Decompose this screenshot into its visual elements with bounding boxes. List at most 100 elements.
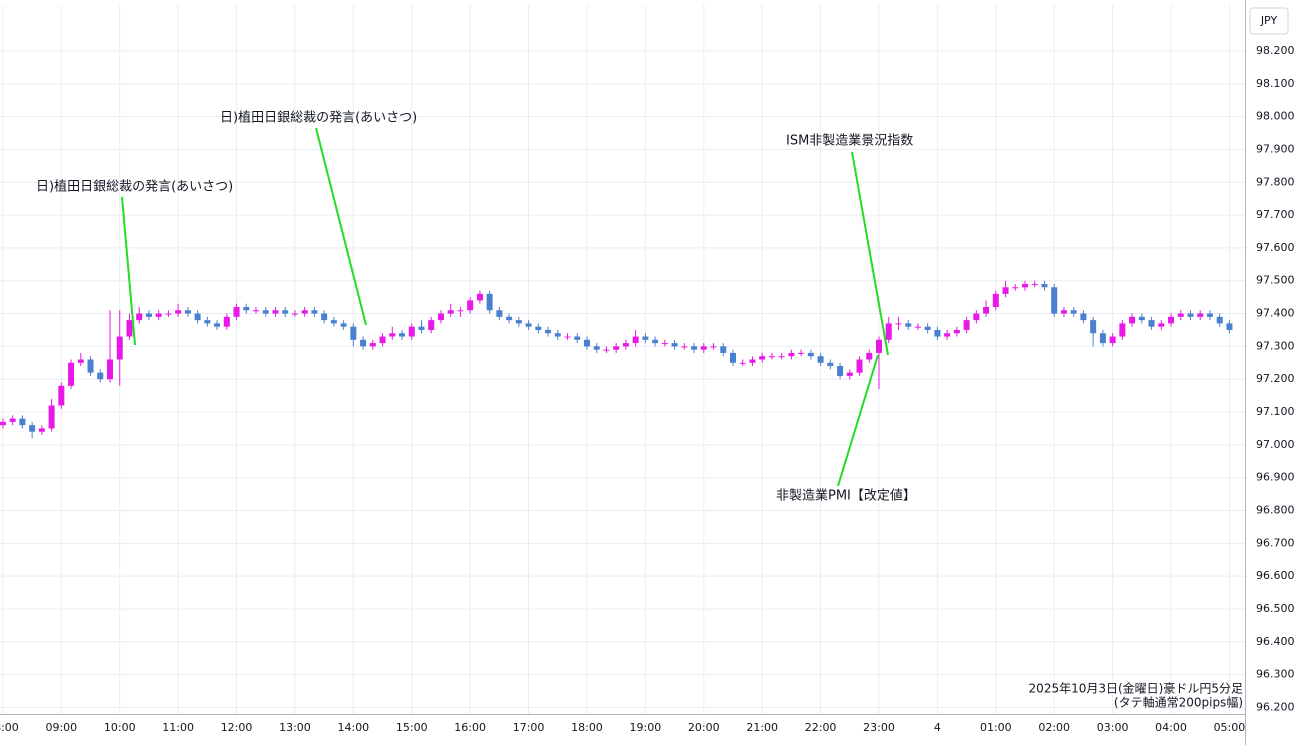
candle-body (564, 336, 571, 338)
x-tick-label: 04:00 (1155, 721, 1187, 734)
candle-body (992, 293, 999, 307)
candle-body (1197, 313, 1204, 317)
y-tick-label: 96.600 (1256, 569, 1295, 582)
candle-body (914, 326, 921, 328)
candle-body (1099, 333, 1106, 344)
candle-body (1216, 316, 1223, 324)
x-tick-label: 17:00 (513, 721, 545, 734)
candle-body (1206, 313, 1213, 317)
candles (0, 280, 1233, 439)
candle-body (681, 346, 688, 348)
candle-body (9, 418, 16, 422)
y-tick-label: 98.200 (1256, 44, 1295, 57)
x-tick-label: 12:00 (221, 721, 253, 734)
footnote: (タテ軸通常200pips幅) (1114, 695, 1243, 710)
candle-body (136, 313, 143, 321)
candle-body (652, 339, 659, 344)
candle-body (0, 421, 6, 426)
candle-body (1060, 310, 1067, 314)
candle-body (515, 320, 522, 324)
annotation: 日)植田日銀総裁の発言(あいさつ) (220, 110, 417, 126)
candle-body (19, 418, 26, 426)
y-tick-label: 98.000 (1256, 110, 1295, 123)
candle-body (895, 323, 902, 325)
y-tick-label: 96.700 (1256, 536, 1295, 549)
x-tick-label: 4 (934, 721, 941, 734)
candle-body (1090, 320, 1097, 334)
candle-body (768, 356, 775, 358)
candle-body (29, 425, 36, 432)
y-tick-label: 97.900 (1256, 142, 1295, 155)
y-tick-label: 96.200 (1256, 700, 1295, 713)
y-tick-label: 96.400 (1256, 635, 1295, 648)
annotation-lines (121, 127, 889, 487)
candle-body (311, 310, 318, 314)
candle-body (1187, 313, 1194, 317)
candle-body (545, 329, 552, 334)
candle-body (778, 356, 785, 358)
candle-body (48, 405, 55, 429)
y-tick-label: 97.700 (1256, 208, 1295, 221)
candle-body (145, 313, 152, 317)
y-tick-label: 96.300 (1256, 668, 1295, 681)
x-tick-label: 13:00 (279, 721, 311, 734)
candle-body (613, 346, 620, 350)
candle-body (291, 313, 298, 315)
candle-body (875, 339, 882, 353)
x-tick-label: 14:00 (337, 721, 369, 734)
y-tick-label: 96.900 (1256, 471, 1295, 484)
candle-body (837, 366, 844, 376)
candle-body (846, 372, 853, 376)
candle-body (38, 428, 45, 432)
candle-body (1168, 316, 1175, 324)
candle-body (233, 306, 240, 317)
candle-body (194, 313, 201, 321)
candle-body (389, 333, 396, 337)
candle-body (817, 356, 824, 363)
candle-body (934, 329, 941, 337)
candle-body (759, 356, 766, 360)
annotation-line (121, 196, 136, 346)
candle-body (963, 320, 970, 330)
candle-body (710, 346, 717, 348)
candle-body (399, 333, 406, 337)
annotation-line (315, 127, 367, 326)
candle-body (496, 310, 503, 317)
candle-body (272, 310, 279, 314)
candle-body (642, 336, 649, 340)
x-tick-label: 02:00 (1038, 721, 1070, 734)
y-tick-label: 97.800 (1256, 175, 1295, 188)
candle-body (1041, 284, 1048, 288)
candle-body (1002, 287, 1009, 294)
x-tick-label: 19:00 (630, 721, 662, 734)
annotation: 非製造業PMI【改定値】 (776, 488, 916, 504)
candle-body (184, 310, 191, 314)
candle-body (214, 323, 221, 327)
candle-body (983, 306, 990, 314)
candle-body (1080, 313, 1087, 321)
candle-body (321, 313, 328, 321)
candle-body (807, 352, 814, 357)
y-tick-label: 97.300 (1256, 339, 1295, 352)
candle-body (97, 372, 104, 380)
candle-body (856, 359, 863, 373)
x-tick-label: 03:00 (1097, 721, 1129, 734)
candle-body (379, 336, 386, 344)
candle-body (1012, 287, 1019, 289)
candle-body (408, 326, 415, 337)
candle-body (691, 346, 698, 350)
x-tick-label: 21:00 (746, 721, 778, 734)
candle-body (885, 323, 892, 340)
candle-body (116, 336, 123, 360)
candle-body (788, 352, 795, 357)
candle-body (661, 343, 668, 345)
candle-body (262, 310, 269, 314)
candle-body (1177, 313, 1184, 317)
annotation: 日)植田日銀総裁の発言(あいさつ) (36, 179, 233, 195)
candle-body (720, 346, 727, 353)
candle-body (340, 323, 347, 327)
y-tick-label: 97.000 (1256, 438, 1295, 451)
annotation: ISM非製造業景況指数 (786, 133, 913, 149)
candle-body (866, 352, 873, 360)
currency-box (1249, 7, 1289, 35)
